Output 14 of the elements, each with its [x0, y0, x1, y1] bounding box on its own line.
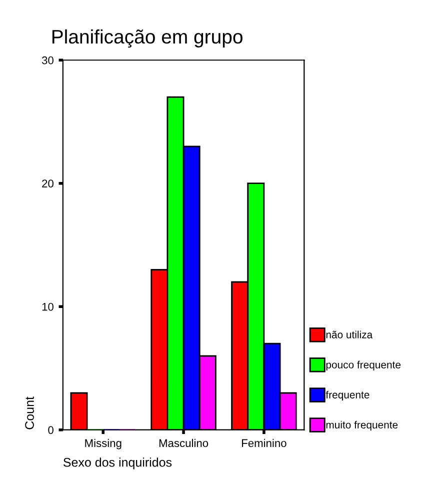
- legend-label: muito frequente: [326, 420, 398, 431]
- legend-label: frequente: [326, 390, 370, 401]
- y-tick-label: 20: [42, 180, 54, 188]
- y-axis-title: Count: [25, 396, 34, 430]
- legend-label: pouco frequente: [326, 360, 401, 370]
- y-tick-label: 10: [42, 302, 54, 311]
- legend-label: não utiliza: [326, 330, 373, 338]
- x-axis-title: Sexo dos inquiridos: [63, 458, 172, 470]
- y-tick-label: 0: [48, 426, 54, 434]
- x-tick-label: Missing: [85, 438, 122, 450]
- y-tick-label: 30: [42, 56, 54, 64]
- chart-title: Planificação em grupo: [52, 29, 242, 48]
- x-tick-label: Feminino: [242, 438, 286, 448]
- x-tick-label: Masculino: [159, 438, 208, 448]
